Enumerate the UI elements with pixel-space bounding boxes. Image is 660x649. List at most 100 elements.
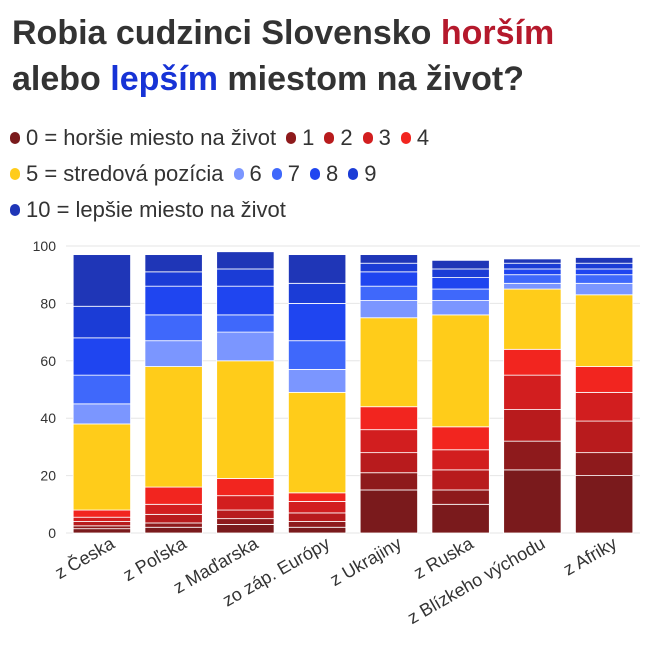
legend-item: 5 = stredová pozícia: [10, 156, 224, 192]
legend-item: 0 = horšie miesto na život: [10, 120, 276, 156]
legend-label: 5 = stredová pozícia: [26, 161, 224, 186]
bar-segment: [359, 489, 418, 534]
bar-segment: [431, 314, 490, 428]
legend-swatch: [348, 168, 359, 180]
bar-segment: [72, 525, 131, 530]
y-tick-label: 80: [40, 295, 56, 311]
chart-legend: 0 = horšie miesto na život 1 2 3 4 5 = stredo…: [10, 120, 650, 228]
bar-segment: [144, 522, 203, 528]
bar-segment: [575, 452, 634, 476]
bar-segment: [359, 429, 418, 454]
bar-segment: [575, 282, 634, 296]
bar-segment: [575, 268, 634, 276]
bar-segment: [72, 423, 131, 511]
legend-row: 5 = stredová pozícia 6 7 8 9: [10, 156, 650, 192]
bar-segment: [216, 495, 275, 511]
bar-segment: [72, 528, 131, 534]
bar-segment: [503, 374, 562, 410]
bar-segment: [431, 277, 490, 290]
legend-swatch: [310, 168, 321, 180]
legend-swatch: [233, 168, 244, 180]
bar-segment: [72, 254, 131, 307]
y-tick-label: 20: [40, 468, 56, 484]
bar-segment: [144, 340, 203, 367]
legend-label: 10 = lepšie miesto na život: [26, 197, 286, 222]
bar-segment: [575, 274, 634, 284]
bar-segment: [359, 317, 418, 408]
bar-segment: [72, 305, 131, 339]
legend-label: 0 = horšie miesto na život: [26, 125, 277, 150]
bar-segment: [288, 391, 347, 494]
bar-segment: [288, 521, 347, 528]
bar-segment: [503, 258, 562, 264]
legend-label: 6: [249, 161, 262, 186]
bar-segment: [72, 337, 131, 376]
bar-segment: [503, 469, 562, 534]
legend-item: 4: [400, 120, 429, 156]
title-part1: Robia cudzinci Slovensko: [12, 14, 441, 52]
bar-segment: [216, 478, 275, 497]
bar-segment: [288, 303, 347, 342]
bar-segment: [575, 262, 634, 270]
bar-segment: [72, 374, 131, 405]
bar-segment: [288, 369, 347, 393]
bar-segment: [72, 521, 131, 527]
bar-segment: [72, 516, 131, 522]
legend-row: 10 = lepšie miesto na život: [10, 192, 650, 228]
legend-label: 3: [378, 125, 391, 150]
bar-segment: [431, 449, 490, 471]
bar-segment: [288, 501, 347, 514]
bar-segment: [216, 331, 275, 362]
bar-segment: [144, 486, 203, 505]
title-part3: miestom na život?: [217, 60, 525, 98]
bar-segment: [144, 314, 203, 342]
bar-segment: [216, 360, 275, 479]
bar-segment: [144, 513, 203, 524]
bar-segment: [503, 274, 562, 284]
bar-segment: [216, 314, 275, 333]
y-tick-label: 0: [48, 525, 56, 541]
legend-row: 0 = horšie miesto na život 1 2 3 4: [10, 120, 650, 156]
bar-segment: [144, 503, 203, 515]
y-tick-label: 60: [40, 353, 56, 369]
legend-item: 6: [233, 156, 262, 192]
legend-label: 7: [287, 161, 301, 186]
bar-segment: [575, 294, 634, 367]
bar-segment: [359, 452, 418, 474]
legend-label: 2: [340, 125, 353, 150]
bar-segment: [431, 426, 490, 451]
bar-segment: [288, 340, 347, 370]
bar-segment: [288, 512, 347, 522]
title-blue-word: lepším: [110, 60, 218, 98]
legend-swatch: [324, 132, 335, 144]
chart-title: Robia cudzinci Slovensko horším alebo le…: [12, 10, 652, 102]
legend-swatch: [10, 132, 20, 144]
legend-item: 10 = lepšie miesto na život: [10, 192, 286, 228]
legend-swatch: [400, 132, 411, 144]
bar-segment: [359, 262, 418, 273]
x-tick-label: z Blízkeho východu: [404, 533, 548, 628]
bar-segment: [503, 262, 562, 270]
bar-segment: [503, 288, 562, 350]
bar-segment: [503, 348, 562, 376]
bar-segment: [216, 251, 275, 270]
title-part2: alebo: [12, 60, 111, 98]
title-red-word: horším: [440, 14, 555, 52]
y-tick-label: 100: [33, 238, 57, 254]
x-tick-label: z Afriky: [560, 533, 620, 579]
bar-segment: [359, 254, 418, 264]
y-tick-label: 40: [40, 410, 56, 426]
bar-segment: [216, 285, 275, 316]
legend-item: 8: [310, 156, 338, 192]
bar-segment: [144, 285, 203, 316]
bar-segment: [359, 406, 418, 431]
bar-segment: [503, 268, 562, 276]
bar-segment: [144, 526, 203, 534]
bar-segment: [359, 271, 418, 287]
bar-segment: [216, 523, 275, 534]
legend-label: 9: [364, 161, 377, 186]
bar-segment: [431, 268, 490, 278]
legend-item: 3: [362, 120, 391, 156]
bar-segment: [144, 366, 203, 488]
